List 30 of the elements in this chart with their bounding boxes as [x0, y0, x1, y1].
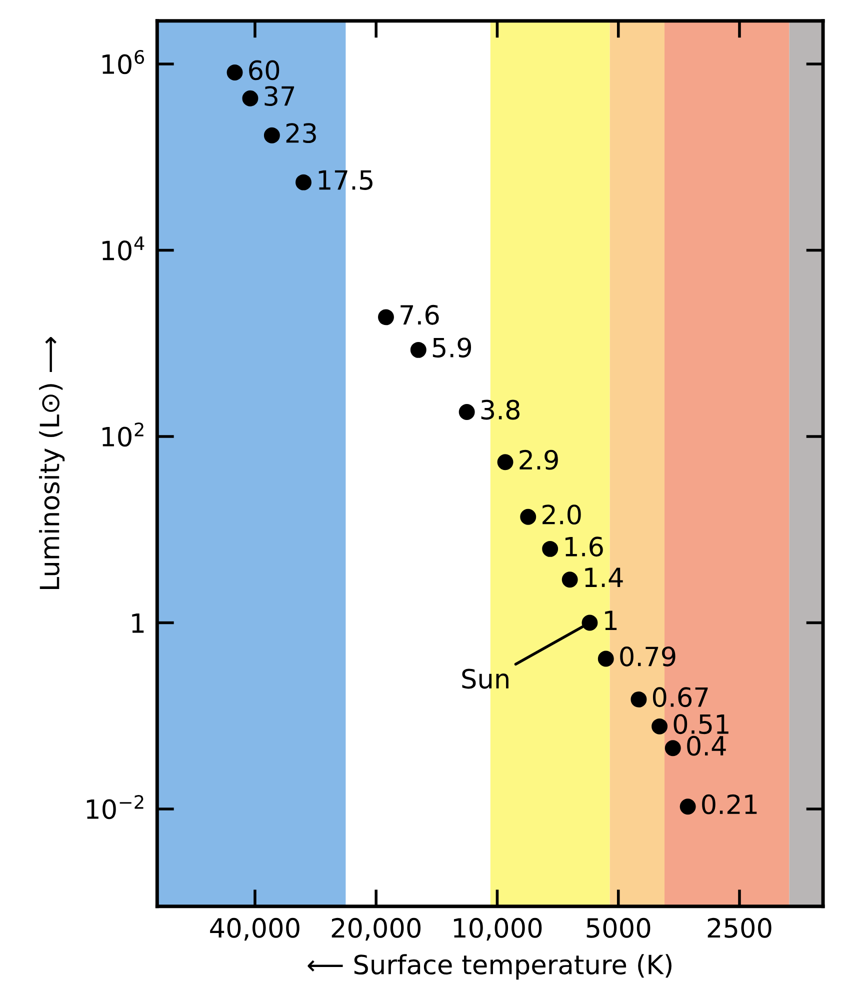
y-tick-label: 10$^{6}$: [102, 50, 144, 74]
x-tick-label: 2500: [708, 918, 772, 938]
annotation: 1: [605, 610, 617, 630]
annotation: Sun: [462, 668, 508, 689]
annotation: 23: [286, 123, 316, 144]
annotation: 1.6: [565, 536, 603, 557]
annotation: 5.9: [432, 338, 472, 358]
y-tick-label: 1: [132, 614, 144, 633]
annotation: 3.8: [481, 400, 520, 420]
annotation: 7.6: [400, 304, 439, 325]
x-tick-label: 40,000: [210, 918, 300, 941]
y-tick-label: 10$^{2}$: [102, 422, 144, 447]
annotation: 0.79: [620, 646, 676, 666]
annotation: 37: [264, 86, 294, 106]
annotation: 0.4: [687, 736, 726, 756]
annotation: 1.4: [585, 568, 623, 587]
x-tick-label: 20,000: [332, 918, 421, 941]
x-axis-title: ⟵ Surface temperature (K): [308, 954, 672, 980]
y-axis-title: Luminosity (L⊙) ⟶: [39, 336, 65, 590]
y-tick-label: 10$^{4}$: [102, 236, 144, 260]
annotation: 2.9: [520, 450, 558, 470]
x-tick-label: 10,000: [454, 918, 542, 941]
x-tick-label: 5000: [586, 918, 650, 938]
annotation: 17.5: [318, 170, 372, 190]
annotation: 0.51: [674, 714, 728, 734]
annotation: 0.67: [652, 687, 708, 708]
annotation: 60: [249, 60, 280, 80]
y-tick-label: 10$^{−2}$: [86, 794, 144, 820]
annotation: 0.21: [702, 794, 757, 814]
annotation: 2.0: [542, 504, 581, 525]
